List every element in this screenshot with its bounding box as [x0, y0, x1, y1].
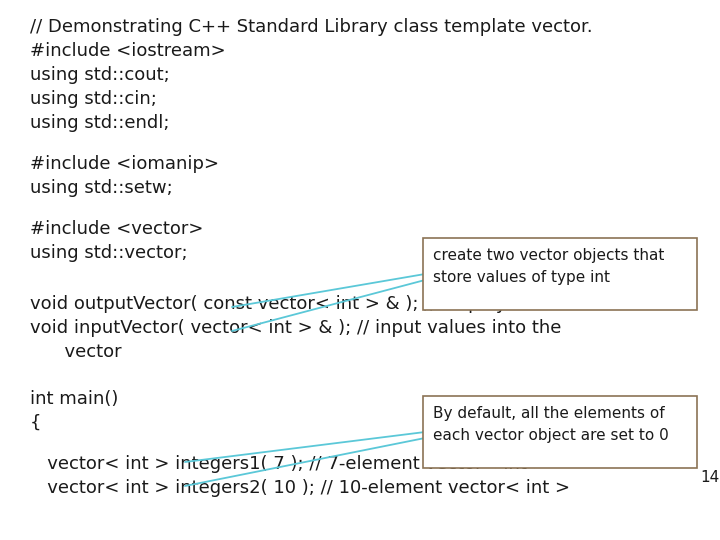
Text: #include <vector>: #include <vector> [30, 220, 203, 238]
Text: vector: vector [30, 343, 122, 361]
Text: using std::vector;: using std::vector; [30, 244, 188, 262]
Text: void outputVector( const vector< int > & ); // display the vector: void outputVector( const vector< int > &… [30, 295, 605, 313]
Text: void inputVector( vector< int > & ); // input values into the: void inputVector( vector< int > & ); // … [30, 319, 562, 337]
Text: #include <iostream>: #include <iostream> [30, 42, 225, 60]
FancyBboxPatch shape [423, 238, 697, 310]
Text: using std::endl;: using std::endl; [30, 114, 169, 132]
Text: using std::cout;: using std::cout; [30, 66, 170, 84]
Text: create two vector objects that: create two vector objects that [433, 248, 665, 263]
Text: int main(): int main() [30, 390, 118, 408]
Text: store values of type int: store values of type int [433, 270, 610, 285]
Text: using std::setw;: using std::setw; [30, 179, 173, 197]
Text: // Demonstrating C++ Standard Library class template vector.: // Demonstrating C++ Standard Library cl… [30, 18, 593, 36]
Text: vector< int > integers1( 7 ); // 7-element vector< int >: vector< int > integers1( 7 ); // 7-eleme… [30, 455, 548, 473]
Text: By default, all the elements of: By default, all the elements of [433, 406, 665, 421]
Text: {: { [30, 414, 42, 432]
FancyBboxPatch shape [423, 396, 697, 468]
Text: #include <iomanip>: #include <iomanip> [30, 155, 219, 173]
Text: using std::cin;: using std::cin; [30, 90, 157, 108]
Text: vector< int > integers2( 10 ); // 10-element vector< int >: vector< int > integers2( 10 ); // 10-ele… [30, 479, 570, 497]
Text: 14: 14 [700, 470, 719, 485]
Text: each vector object are set to 0: each vector object are set to 0 [433, 428, 669, 443]
